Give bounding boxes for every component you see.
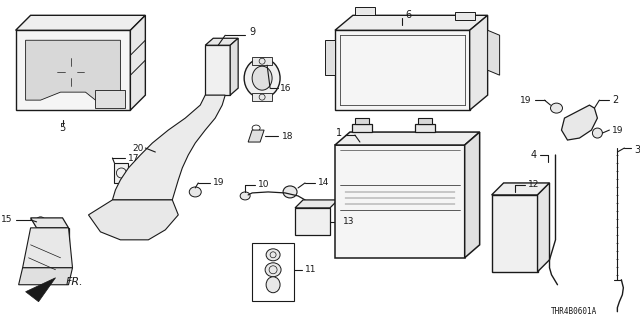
Text: 15: 15 xyxy=(1,215,13,224)
Polygon shape xyxy=(415,124,435,132)
Polygon shape xyxy=(88,200,179,240)
Polygon shape xyxy=(335,145,465,258)
Ellipse shape xyxy=(266,277,280,293)
Polygon shape xyxy=(230,38,238,95)
Bar xyxy=(497,200,532,265)
Ellipse shape xyxy=(283,186,297,198)
Text: 18: 18 xyxy=(282,132,294,140)
Text: 16: 16 xyxy=(280,84,292,93)
Bar xyxy=(298,212,327,232)
Polygon shape xyxy=(538,183,550,272)
Text: 20: 20 xyxy=(132,144,144,153)
Ellipse shape xyxy=(499,214,511,226)
Polygon shape xyxy=(131,15,145,110)
Polygon shape xyxy=(492,195,538,272)
Text: 14: 14 xyxy=(318,179,330,188)
Text: FR.: FR. xyxy=(65,277,83,287)
Bar xyxy=(252,57,272,65)
Text: 10: 10 xyxy=(258,180,269,189)
Polygon shape xyxy=(355,118,369,124)
Polygon shape xyxy=(36,228,68,248)
Polygon shape xyxy=(31,218,68,228)
Polygon shape xyxy=(561,105,597,140)
Text: 19: 19 xyxy=(213,179,225,188)
Text: 11: 11 xyxy=(305,265,317,274)
Ellipse shape xyxy=(56,57,86,87)
Ellipse shape xyxy=(189,187,201,197)
Polygon shape xyxy=(15,30,131,110)
Polygon shape xyxy=(335,132,479,145)
Text: THR4B0601A: THR4B0601A xyxy=(551,307,598,316)
Polygon shape xyxy=(325,40,335,75)
Ellipse shape xyxy=(43,230,63,246)
Ellipse shape xyxy=(244,58,280,98)
Ellipse shape xyxy=(355,123,369,133)
Ellipse shape xyxy=(265,263,281,277)
Text: 12: 12 xyxy=(527,180,539,189)
Ellipse shape xyxy=(36,217,45,227)
Polygon shape xyxy=(470,15,488,110)
Polygon shape xyxy=(15,15,145,30)
Polygon shape xyxy=(352,124,372,132)
Text: 4: 4 xyxy=(531,150,536,160)
Polygon shape xyxy=(19,268,72,285)
Bar xyxy=(115,163,129,183)
Text: 19: 19 xyxy=(520,96,532,105)
Text: 6: 6 xyxy=(406,10,412,20)
Polygon shape xyxy=(418,118,432,124)
Polygon shape xyxy=(248,130,264,142)
Polygon shape xyxy=(454,12,475,20)
Polygon shape xyxy=(26,40,120,100)
Polygon shape xyxy=(492,183,550,195)
Polygon shape xyxy=(335,30,470,110)
Text: 3: 3 xyxy=(634,145,640,155)
Text: 5: 5 xyxy=(60,123,66,133)
Polygon shape xyxy=(205,45,230,95)
Polygon shape xyxy=(95,90,125,108)
Polygon shape xyxy=(205,38,238,45)
Bar xyxy=(252,93,272,101)
Polygon shape xyxy=(465,132,479,258)
Ellipse shape xyxy=(382,47,418,77)
Text: 2: 2 xyxy=(612,95,619,105)
Ellipse shape xyxy=(593,128,602,138)
Text: 13: 13 xyxy=(343,217,355,226)
Text: 1: 1 xyxy=(336,128,342,138)
Polygon shape xyxy=(355,7,375,15)
Ellipse shape xyxy=(49,50,92,94)
Ellipse shape xyxy=(65,66,77,78)
Ellipse shape xyxy=(372,78,388,92)
Ellipse shape xyxy=(433,71,447,85)
Text: 19: 19 xyxy=(612,125,624,135)
Polygon shape xyxy=(335,15,488,30)
Polygon shape xyxy=(488,30,500,75)
Polygon shape xyxy=(22,228,72,268)
Polygon shape xyxy=(26,278,56,302)
Ellipse shape xyxy=(418,123,432,133)
Bar xyxy=(208,50,227,90)
Ellipse shape xyxy=(240,192,250,200)
Polygon shape xyxy=(295,200,338,208)
Text: 17: 17 xyxy=(129,154,140,163)
Bar xyxy=(252,243,294,301)
Polygon shape xyxy=(295,208,330,235)
Text: 9: 9 xyxy=(249,27,255,37)
Ellipse shape xyxy=(266,249,280,261)
Ellipse shape xyxy=(252,66,272,90)
Polygon shape xyxy=(113,95,225,200)
Ellipse shape xyxy=(550,103,563,113)
